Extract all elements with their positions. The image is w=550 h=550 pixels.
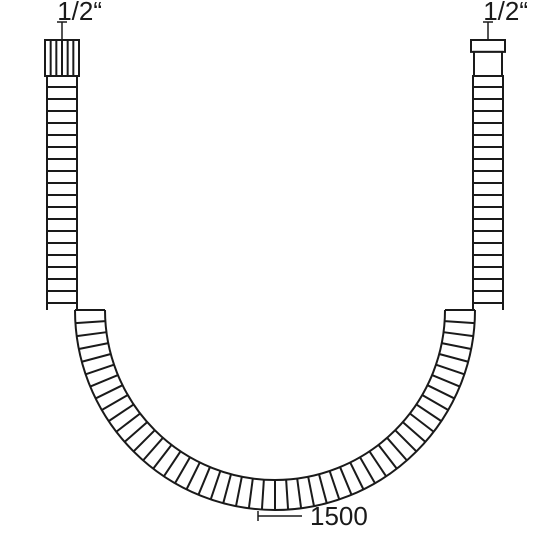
right-connector — [474, 52, 502, 76]
left-connector-label: 1/2“ — [57, 0, 102, 26]
right-connector-label: 1/2“ — [483, 0, 528, 26]
hose-technical-drawing: 1/2“ 1/2“ 1500 — [0, 0, 550, 550]
length-label: 1500 — [310, 501, 368, 531]
